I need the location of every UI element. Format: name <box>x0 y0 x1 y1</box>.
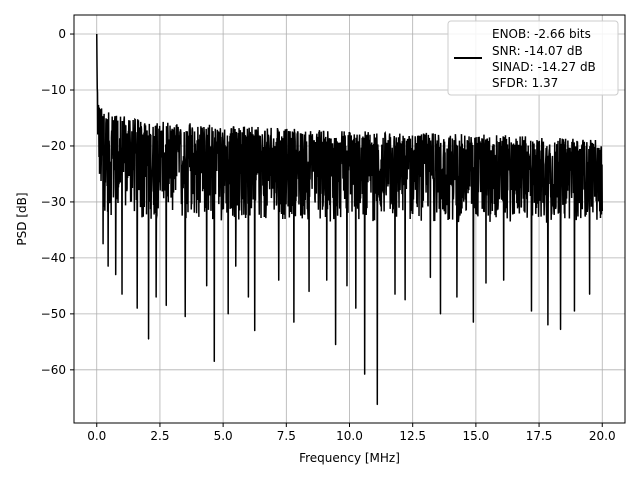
psd-minimum-point <box>335 344 337 346</box>
x-tick-label: 5.0 <box>214 429 233 443</box>
x-tick-label: 7.5 <box>277 429 296 443</box>
x-tick-label: 15.0 <box>463 429 490 443</box>
psd-minimum-point <box>121 293 123 295</box>
psd-minimum-point <box>147 338 150 340</box>
psd-minimum-point <box>355 307 357 309</box>
x-tick-label: 12.5 <box>399 429 426 443</box>
psd-minimum-point <box>376 403 378 406</box>
psd-minimum-point <box>573 310 576 312</box>
psd-minimum-point <box>364 373 366 375</box>
psd-minimum-point <box>115 274 117 276</box>
psd-minimum-point <box>227 313 229 315</box>
psd-minimum-point <box>589 293 591 295</box>
psd-minimum-point <box>293 321 295 323</box>
psd-minimum-point <box>346 285 348 287</box>
y-tick-label: −10 <box>41 83 66 97</box>
legend-sinad: SINAD: -14.27 dB <box>492 60 596 74</box>
x-axis-label: Frequency [MHz] <box>299 451 400 465</box>
psd-minimum-point <box>254 330 256 332</box>
x-ticks: 0.0 2.5 5.0 7.5 10.0 12.5 15.0 17.5 20.0 <box>87 423 616 443</box>
psd-minimum-point <box>155 296 157 298</box>
legend-enob: ENOB: -2.66 bits <box>492 27 591 41</box>
psd-minimum-point <box>456 296 458 298</box>
psd-minimum-point <box>559 328 562 331</box>
psd-minimum-point <box>394 293 396 295</box>
psd-minimum-point <box>184 316 186 318</box>
legend: ENOB: -2.66 bits SNR: -14.07 dB SINAD: -… <box>447 20 619 96</box>
psd-minimum-point <box>278 279 280 281</box>
psd-minimum-point <box>503 279 505 281</box>
psd-minimum-point <box>308 290 310 293</box>
psd-minimum-point <box>107 265 109 267</box>
legend-box <box>447 20 619 96</box>
y-tick-label: −60 <box>41 363 66 377</box>
legend-sfdr: SFDR: 1.37 <box>492 76 558 90</box>
x-tick-label: 10.0 <box>336 429 363 443</box>
psd-series-line <box>96 34 603 405</box>
psd-minimum-point <box>247 296 249 298</box>
y-tick-label: −20 <box>41 139 66 153</box>
psd-minimum-point <box>429 276 431 279</box>
psd-minimum-point <box>102 243 104 245</box>
y-tick-label: −40 <box>41 251 66 265</box>
psd-minimum-point <box>326 279 328 281</box>
psd-minimum-point <box>235 265 237 267</box>
psd-minimum-point <box>439 313 442 315</box>
psd-minimum-point <box>472 321 474 323</box>
psd-minimum-point <box>485 282 487 284</box>
x-tick-label: 20.0 <box>589 429 616 443</box>
y-tick-label: −50 <box>41 307 66 321</box>
psd-minimum-point <box>206 285 208 287</box>
y-tick-label: −30 <box>41 195 66 209</box>
psd-minimum-point <box>404 299 406 301</box>
psd-minimum-point <box>530 310 533 312</box>
psd-minimum-point <box>213 360 215 363</box>
data-layer <box>96 34 603 406</box>
y-tick-label: 0 <box>58 27 66 41</box>
y-axis-label: PSD [dB] <box>15 192 29 245</box>
x-tick-label: 17.5 <box>526 429 553 443</box>
psd-minimum-point <box>165 304 167 307</box>
psd-minimum-point <box>547 324 549 326</box>
legend-snr: SNR: -14.07 dB <box>492 44 583 58</box>
x-tick-label: 2.5 <box>150 429 169 443</box>
psd-minimum-point <box>136 307 138 309</box>
y-ticks: 0 −10 −20 −30 −40 −50 −60 <box>41 27 74 377</box>
x-tick-label: 0.0 <box>87 429 106 443</box>
